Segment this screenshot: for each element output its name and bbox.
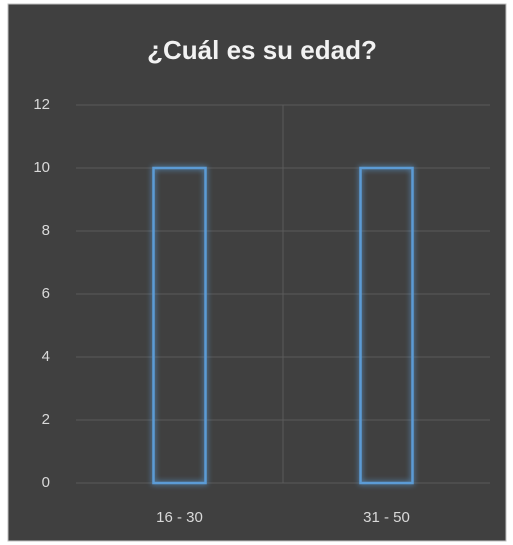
y-tick-label: 8 <box>42 222 50 239</box>
chart-title: ¿Cuál es su edad? <box>147 35 377 65</box>
y-tick-label: 6 <box>42 285 50 302</box>
bar <box>152 166 207 485</box>
y-tick-label: 0 <box>42 474 50 491</box>
y-tick-label: 10 <box>33 159 50 176</box>
y-tick-label: 12 <box>33 96 50 113</box>
y-tick-label: 4 <box>42 348 50 365</box>
x-tick-label: 31 - 50 <box>363 509 410 526</box>
chart-background <box>7 3 507 542</box>
y-tick-label: 2 <box>42 411 50 428</box>
x-tick-label: 16 - 30 <box>156 509 203 526</box>
bar <box>359 166 414 485</box>
